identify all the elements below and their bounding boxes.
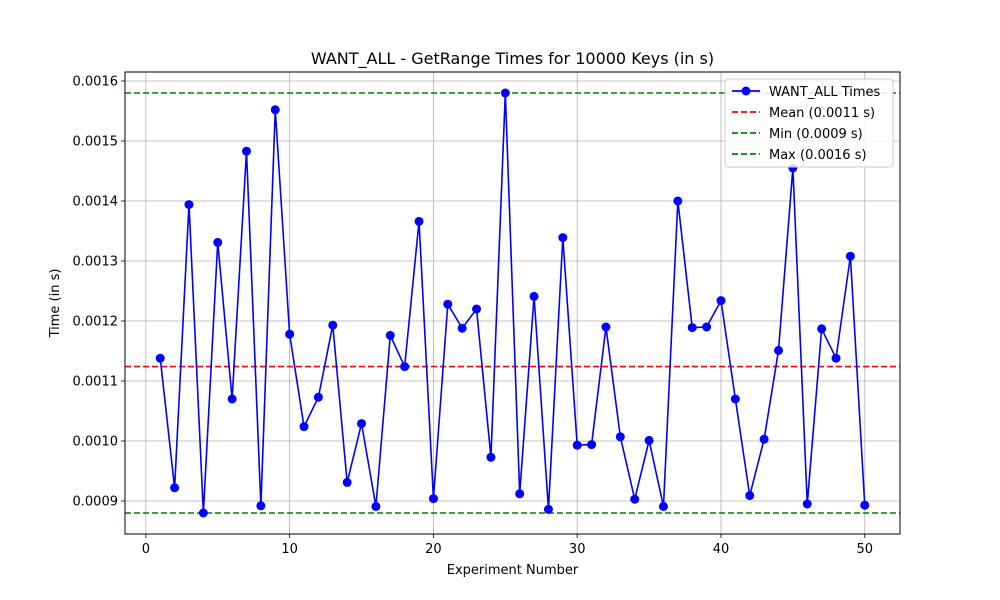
data-point	[515, 489, 525, 499]
data-point	[270, 105, 280, 115]
data-point	[630, 494, 640, 504]
data-point	[400, 362, 410, 372]
data-point	[572, 440, 582, 450]
data-point	[759, 434, 769, 444]
data-point	[687, 323, 697, 333]
data-point	[658, 501, 668, 511]
y-tick-label: 0.0012	[73, 315, 119, 330]
data-point	[184, 200, 194, 210]
data-point	[357, 419, 367, 429]
x-tick-label: 30	[569, 542, 586, 557]
data-point	[774, 345, 784, 355]
legend-marker-series	[741, 86, 751, 96]
y-tick-label: 0.0011	[73, 375, 119, 390]
data-point	[802, 499, 812, 509]
series-layer	[155, 88, 870, 518]
data-point	[486, 452, 496, 462]
data-point	[831, 353, 841, 363]
x-axis-title: Experiment Number	[447, 563, 579, 578]
data-point	[285, 329, 295, 339]
data-point	[500, 88, 510, 98]
data-point	[730, 394, 740, 404]
x-tick-label: 10	[281, 542, 298, 557]
data-point	[673, 196, 683, 206]
legend-label-max: Max (0.0016 s)	[769, 148, 867, 163]
legend: WANT_ALL Times Mean (0.0011 s) Min (0.00…	[724, 78, 894, 168]
y-tick-label: 0.0010	[73, 435, 119, 450]
data-point	[170, 483, 180, 493]
x-tick-label: 20	[425, 542, 442, 557]
data-point	[601, 322, 611, 332]
data-point	[543, 504, 553, 514]
y-axis-title: Time (in s)	[48, 269, 63, 339]
y-tick-label: 0.0013	[73, 255, 119, 270]
plot-frame	[124, 71, 901, 535]
data-point	[256, 501, 266, 511]
series-line	[159, 92, 866, 514]
x-tick-label: 0	[142, 542, 150, 557]
data-point	[558, 233, 568, 243]
data-point	[845, 251, 855, 261]
data-point	[227, 394, 237, 404]
data-point	[457, 323, 467, 333]
reference-lines	[125, 92, 900, 514]
data-point	[587, 440, 597, 450]
data-point	[371, 501, 381, 511]
data-point	[745, 491, 755, 501]
chart-title: WANT_ALL - GetRange Times for 10000 Keys…	[311, 49, 714, 69]
legend-box	[724, 78, 894, 168]
y-tick-label: 0.0014	[73, 195, 119, 210]
data-point	[198, 508, 208, 518]
data-point	[644, 435, 654, 445]
y-axis: 0.0009 0.0010 0.0011 0.0012 0.0013 0.0014 0.00…	[73, 75, 125, 510]
data-point	[860, 500, 870, 510]
data-point	[414, 216, 424, 226]
data-point	[443, 299, 453, 309]
legend-label-mean: Mean (0.0011 s)	[769, 106, 875, 121]
data-point	[328, 320, 338, 330]
x-tick-label: 50	[856, 542, 873, 557]
data-point	[615, 432, 625, 442]
data-point	[385, 330, 395, 340]
y-tick-label: 0.0015	[73, 135, 119, 150]
y-tick-label: 0.0009	[73, 495, 119, 510]
data-point	[716, 296, 726, 306]
legend-label-min: Min (0.0009 s)	[769, 127, 863, 142]
legend-label-series: WANT_ALL Times	[769, 85, 881, 100]
x-tick-label: 40	[713, 542, 730, 557]
data-point	[241, 146, 251, 156]
data-point	[313, 392, 323, 402]
data-point	[155, 353, 165, 363]
data-point	[299, 422, 309, 432]
y-tick-label: 0.0016	[73, 75, 119, 90]
data-point	[817, 324, 827, 334]
data-point	[342, 477, 352, 487]
data-point	[213, 237, 223, 247]
data-point	[702, 322, 712, 332]
data-point	[529, 291, 539, 301]
x-axis: 0 10 20 30 40 50	[142, 534, 873, 557]
data-point	[428, 494, 438, 504]
data-point	[472, 304, 482, 314]
